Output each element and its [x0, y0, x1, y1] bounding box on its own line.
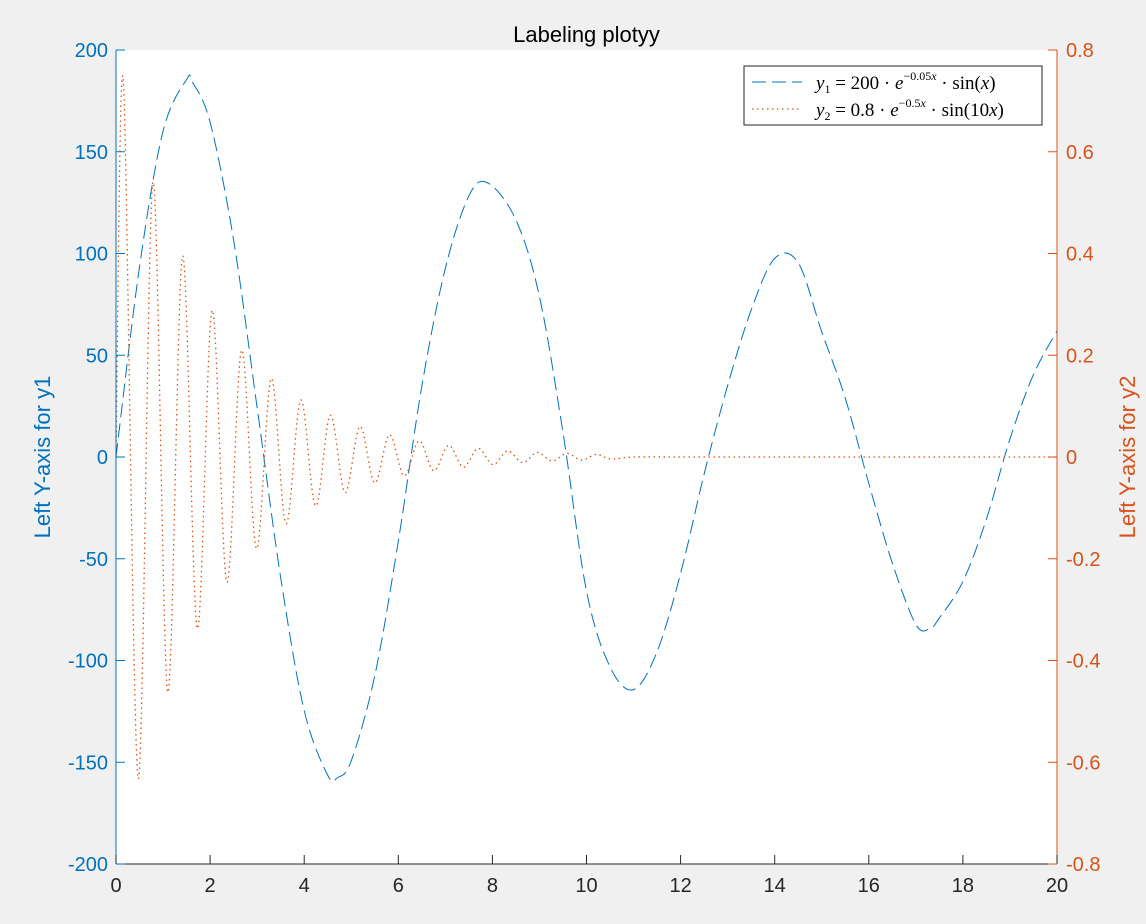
left-y-axis-ticks: -200 -150 -100 -50 0 50 100 150 200 [68, 40, 125, 876]
x-axis-ticks: 0 2 4 6 8 10 12 14 16 18 20 [110, 855, 1068, 897]
left-y-tick-label: 100 [75, 244, 108, 266]
right-y-tick-label: 0.8 [1066, 40, 1094, 62]
x-tick-label: 8 [487, 875, 498, 897]
x-tick-label: 10 [575, 875, 597, 897]
chart-title: Labeling plotyy [513, 22, 660, 47]
plot-area [115, 74, 1058, 783]
left-y-tick-label: -150 [68, 752, 108, 774]
left-y-tick-label: 150 [75, 142, 108, 164]
left-y-tick-label: 0 [97, 447, 108, 469]
left-y-tick-label: 50 [86, 345, 108, 367]
x-tick-label: 0 [110, 875, 121, 897]
x-tick-label: 18 [952, 875, 974, 897]
series-y1-line [115, 74, 1058, 783]
right-y-tick-label: -0.6 [1066, 752, 1100, 774]
x-tick-label: 6 [393, 875, 404, 897]
left-y-tick-label: -50 [79, 549, 108, 571]
right-y-tick-label: -0.8 [1066, 854, 1100, 876]
right-y-tick-label: 0.4 [1066, 244, 1094, 266]
x-tick-label: 12 [669, 875, 691, 897]
left-y-axis-label: Left Y-axis for y1 [30, 376, 55, 539]
right-y-axis-ticks: -0.8 -0.6 -0.4 -0.2 0 0.2 0.4 0.6 0.8 [1048, 40, 1100, 876]
x-tick-label: 16 [858, 875, 880, 897]
right-y-tick-label: 0.2 [1066, 345, 1094, 367]
left-y-tick-label: 200 [75, 40, 108, 62]
x-tick-label: 2 [205, 875, 216, 897]
x-tick-label: 14 [764, 875, 786, 897]
right-y-axis-label: Left Y-axis for y2 [1115, 376, 1140, 539]
x-tick-label: 4 [299, 875, 310, 897]
right-y-tick-label: -0.4 [1066, 651, 1100, 673]
legend[interactable]: y1 = 200 · e−0.05x · sin(x) y2 = 0.8 · e… [743, 65, 1043, 126]
left-y-tick-label: -200 [68, 854, 108, 876]
left-y-tick-label: -100 [68, 651, 108, 673]
axes-background [116, 50, 1057, 864]
right-y-tick-label: 0 [1066, 447, 1077, 469]
legend-box [743, 65, 1043, 126]
right-y-tick-label: 0.6 [1066, 142, 1094, 164]
legend-y2-label: y2 = 0.8 · e−0.5x · sin(10x) [814, 96, 1004, 123]
right-y-tick-label: -0.2 [1066, 549, 1100, 571]
legend-y1-label: y1 = 200 · e−0.05x · sin(x) [814, 69, 996, 96]
x-tick-label: 20 [1046, 875, 1068, 897]
